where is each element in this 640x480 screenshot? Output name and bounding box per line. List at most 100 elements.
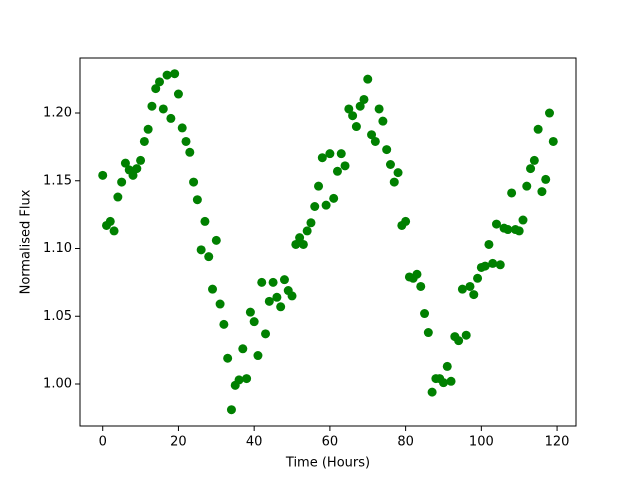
x-tick-label: 40 xyxy=(246,435,263,450)
point xyxy=(412,269,422,279)
point xyxy=(109,226,119,236)
point xyxy=(382,145,392,155)
y-tick-label: 1.00 xyxy=(43,376,72,391)
point xyxy=(219,319,229,329)
point xyxy=(317,153,327,163)
x-tick-label: 60 xyxy=(322,435,339,450)
point xyxy=(389,177,399,187)
point xyxy=(367,130,377,140)
point xyxy=(211,235,221,245)
point xyxy=(272,292,282,302)
point xyxy=(105,216,115,226)
point xyxy=(98,170,108,180)
point xyxy=(457,284,467,294)
point xyxy=(298,239,308,249)
point xyxy=(480,261,490,271)
x-tick-label: 80 xyxy=(397,435,414,450)
point xyxy=(385,159,395,169)
point xyxy=(245,307,255,317)
point xyxy=(541,174,551,184)
point xyxy=(170,69,180,79)
x-tick-label: 20 xyxy=(170,435,187,450)
point xyxy=(264,296,274,306)
point xyxy=(181,136,191,146)
point xyxy=(454,336,464,346)
point xyxy=(522,181,532,191)
point xyxy=(374,104,384,114)
point xyxy=(329,193,339,203)
point xyxy=(325,149,335,159)
point xyxy=(340,161,350,171)
point xyxy=(132,164,142,174)
point xyxy=(537,187,547,197)
point xyxy=(302,226,312,236)
point xyxy=(310,202,320,212)
plot-frame xyxy=(79,57,577,427)
point xyxy=(469,290,479,300)
point xyxy=(507,188,517,198)
point xyxy=(208,284,218,294)
point xyxy=(442,361,452,371)
point xyxy=(529,155,539,165)
point xyxy=(295,233,305,243)
point xyxy=(420,309,430,319)
point xyxy=(242,374,252,384)
point xyxy=(113,192,123,202)
point xyxy=(192,195,202,205)
point xyxy=(139,136,149,146)
point xyxy=(257,277,267,287)
y-axis-label: Normalised Flux xyxy=(19,189,34,294)
point xyxy=(185,147,195,157)
point xyxy=(378,116,388,126)
point xyxy=(226,405,236,415)
point xyxy=(348,111,358,121)
point xyxy=(204,252,214,262)
point xyxy=(276,302,286,312)
point xyxy=(465,281,475,291)
point xyxy=(446,376,456,386)
y-tick-label: 1.10 xyxy=(43,241,72,256)
point xyxy=(234,375,244,385)
x-tick-label: 120 xyxy=(545,435,570,450)
point xyxy=(548,136,558,146)
point xyxy=(287,291,297,301)
x-axis-label: Time (Hours) xyxy=(285,456,370,471)
point xyxy=(291,239,301,249)
point xyxy=(215,299,225,309)
point xyxy=(518,215,528,225)
point xyxy=(363,74,373,84)
point xyxy=(473,273,483,283)
point xyxy=(249,317,259,327)
point xyxy=(344,104,354,114)
point xyxy=(423,328,433,338)
point xyxy=(544,108,554,118)
point xyxy=(351,122,361,132)
point xyxy=(503,225,513,235)
point xyxy=(147,101,157,111)
point xyxy=(155,77,165,87)
point xyxy=(416,281,426,291)
point xyxy=(401,216,411,226)
point xyxy=(173,89,183,99)
point xyxy=(359,94,369,104)
point xyxy=(162,70,172,80)
point xyxy=(332,166,342,176)
point xyxy=(533,124,543,134)
point xyxy=(238,344,248,354)
point xyxy=(491,219,501,229)
x-tick-label: 100 xyxy=(469,435,494,450)
point xyxy=(177,123,187,133)
point xyxy=(196,245,206,255)
point xyxy=(151,84,161,94)
point xyxy=(488,258,498,268)
point xyxy=(393,168,403,178)
y-tick-label: 1.05 xyxy=(43,309,72,324)
point xyxy=(336,149,346,159)
point xyxy=(279,275,289,285)
point xyxy=(484,239,494,249)
point xyxy=(128,170,138,180)
point xyxy=(306,218,316,228)
y-tick-label: 1.20 xyxy=(43,106,72,121)
point xyxy=(253,351,263,361)
